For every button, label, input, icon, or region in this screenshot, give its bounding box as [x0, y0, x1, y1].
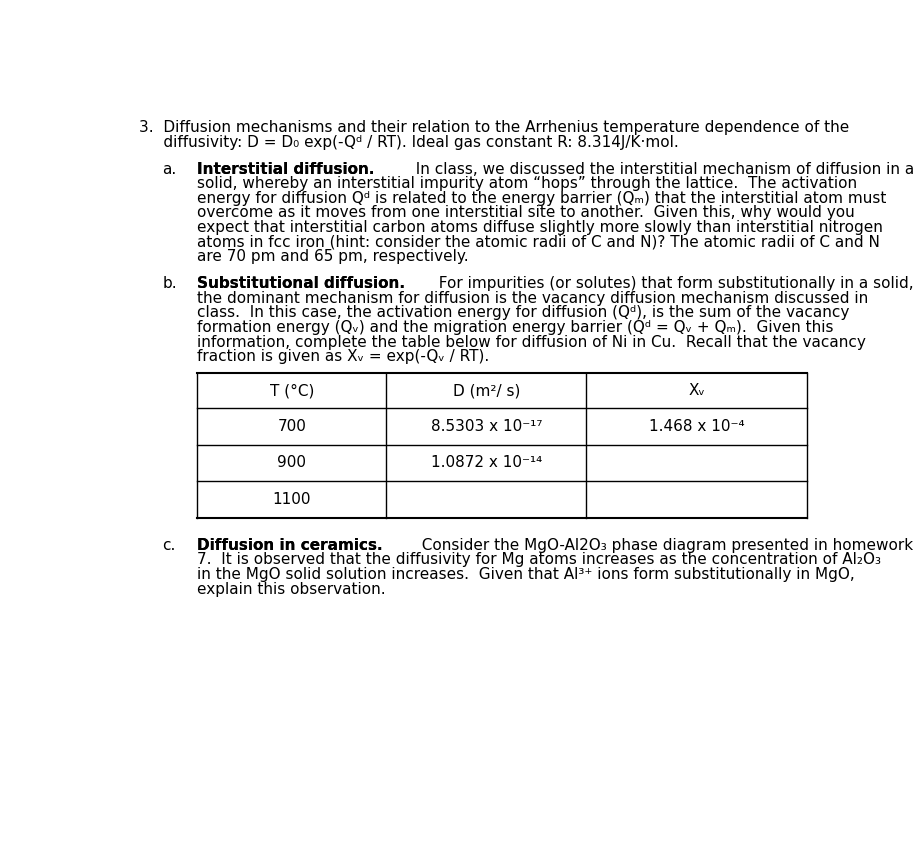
- Text: 1.0872 x 10⁻¹⁴: 1.0872 x 10⁻¹⁴: [431, 455, 542, 470]
- Text: T (°C): T (°C): [270, 383, 314, 398]
- Text: 1100: 1100: [273, 492, 311, 507]
- Text: Substitutional diffusion.: Substitutional diffusion.: [197, 276, 405, 291]
- Text: Consider the MgO-Al2O₃ phase diagram presented in homework: Consider the MgO-Al2O₃ phase diagram pre…: [412, 537, 913, 553]
- Text: 8.5303 x 10⁻¹⁷: 8.5303 x 10⁻¹⁷: [430, 419, 542, 434]
- Text: For impurities (or solutes) that form substitutionally in a solid,: For impurities (or solutes) that form su…: [429, 276, 914, 291]
- Text: information, complete the table below for diffusion of Ni in Cu.  Recall that th: information, complete the table below fo…: [197, 334, 866, 350]
- Text: 3.  Diffusion mechanisms and their relation to the Arrhenius temperature depende: 3. Diffusion mechanisms and their relati…: [139, 120, 849, 136]
- Text: formation energy (Qᵥ) and the migration energy barrier (Qᵈ = Qᵥ + Qₘ).  Given th: formation energy (Qᵥ) and the migration …: [197, 320, 834, 335]
- Text: expect that interstitial carbon atoms diffuse slightly more slowly than intersti: expect that interstitial carbon atoms di…: [197, 220, 883, 235]
- Text: c.: c.: [162, 537, 176, 553]
- Text: a.: a.: [162, 162, 177, 176]
- Text: class.  In this case, the activation energy for diffusion (Qᵈ), is the sum of th: class. In this case, the activation ener…: [197, 305, 849, 321]
- Text: Diffusion in ceramics.: Diffusion in ceramics.: [197, 537, 383, 553]
- Text: in the MgO solid solution increases.  Given that Al³⁺ ions form substitutionally: in the MgO solid solution increases. Giv…: [197, 567, 855, 582]
- Text: fraction is given as Xᵥ = exp(-Qᵥ / RT).: fraction is given as Xᵥ = exp(-Qᵥ / RT).: [197, 349, 489, 364]
- Text: are 70 pm and 65 pm, respectively.: are 70 pm and 65 pm, respectively.: [197, 250, 469, 264]
- Text: Interstitial diffusion.: Interstitial diffusion.: [197, 162, 375, 176]
- Text: overcome as it moves from one interstitial site to another.  Given this, why wou: overcome as it moves from one interstiti…: [197, 206, 855, 220]
- Text: diffusivity: D = D₀ exp(-Qᵈ / RT). Ideal gas constant R: 8.314J/K·mol.: diffusivity: D = D₀ exp(-Qᵈ / RT). Ideal…: [139, 135, 679, 150]
- Text: energy for diffusion Qᵈ is related to the energy barrier (Qₘ) that the interstit: energy for diffusion Qᵈ is related to th…: [197, 191, 887, 206]
- Text: D (m²/ s): D (m²/ s): [452, 383, 520, 398]
- Text: In class, we discussed the interstitial mechanism of diffusion in a: In class, we discussed the interstitial …: [405, 162, 914, 176]
- Text: 700: 700: [277, 419, 306, 434]
- Text: atoms in fcc iron (hint: consider the atomic radii of C and N)? The atomic radii: atoms in fcc iron (hint: consider the at…: [197, 235, 880, 250]
- Text: 900: 900: [277, 455, 307, 470]
- Text: explain this observation.: explain this observation.: [197, 581, 386, 597]
- Text: b.: b.: [162, 276, 177, 291]
- Text: the dominant mechanism for diffusion is the vacancy diffusion mechanism discusse: the dominant mechanism for diffusion is …: [197, 290, 869, 306]
- Text: Substitutional diffusion.: Substitutional diffusion.: [197, 276, 405, 291]
- Text: Diffusion in ceramics.: Diffusion in ceramics.: [197, 537, 383, 553]
- Text: Interstitial diffusion.: Interstitial diffusion.: [197, 162, 375, 176]
- Text: 7.  It is observed that the diffusivity for Mg atoms increases as the concentrat: 7. It is observed that the diffusivity f…: [197, 552, 881, 568]
- Text: Xᵥ: Xᵥ: [688, 383, 705, 398]
- Text: 1.468 x 10⁻⁴: 1.468 x 10⁻⁴: [649, 419, 745, 434]
- Text: solid, whereby an interstitial impurity atom “hops” through the lattice.  The ac: solid, whereby an interstitial impurity …: [197, 176, 857, 191]
